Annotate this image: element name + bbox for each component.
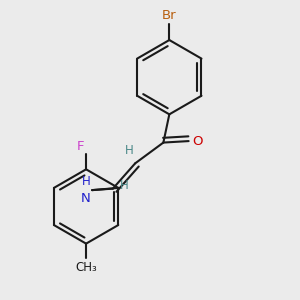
Text: Br: Br (162, 9, 177, 22)
Text: O: O (192, 135, 203, 148)
Text: CH₃: CH₃ (75, 261, 97, 274)
Text: H: H (120, 179, 129, 192)
Text: F: F (77, 140, 85, 153)
Text: N: N (81, 192, 91, 205)
Text: H: H (82, 175, 91, 188)
Text: H: H (125, 144, 134, 157)
